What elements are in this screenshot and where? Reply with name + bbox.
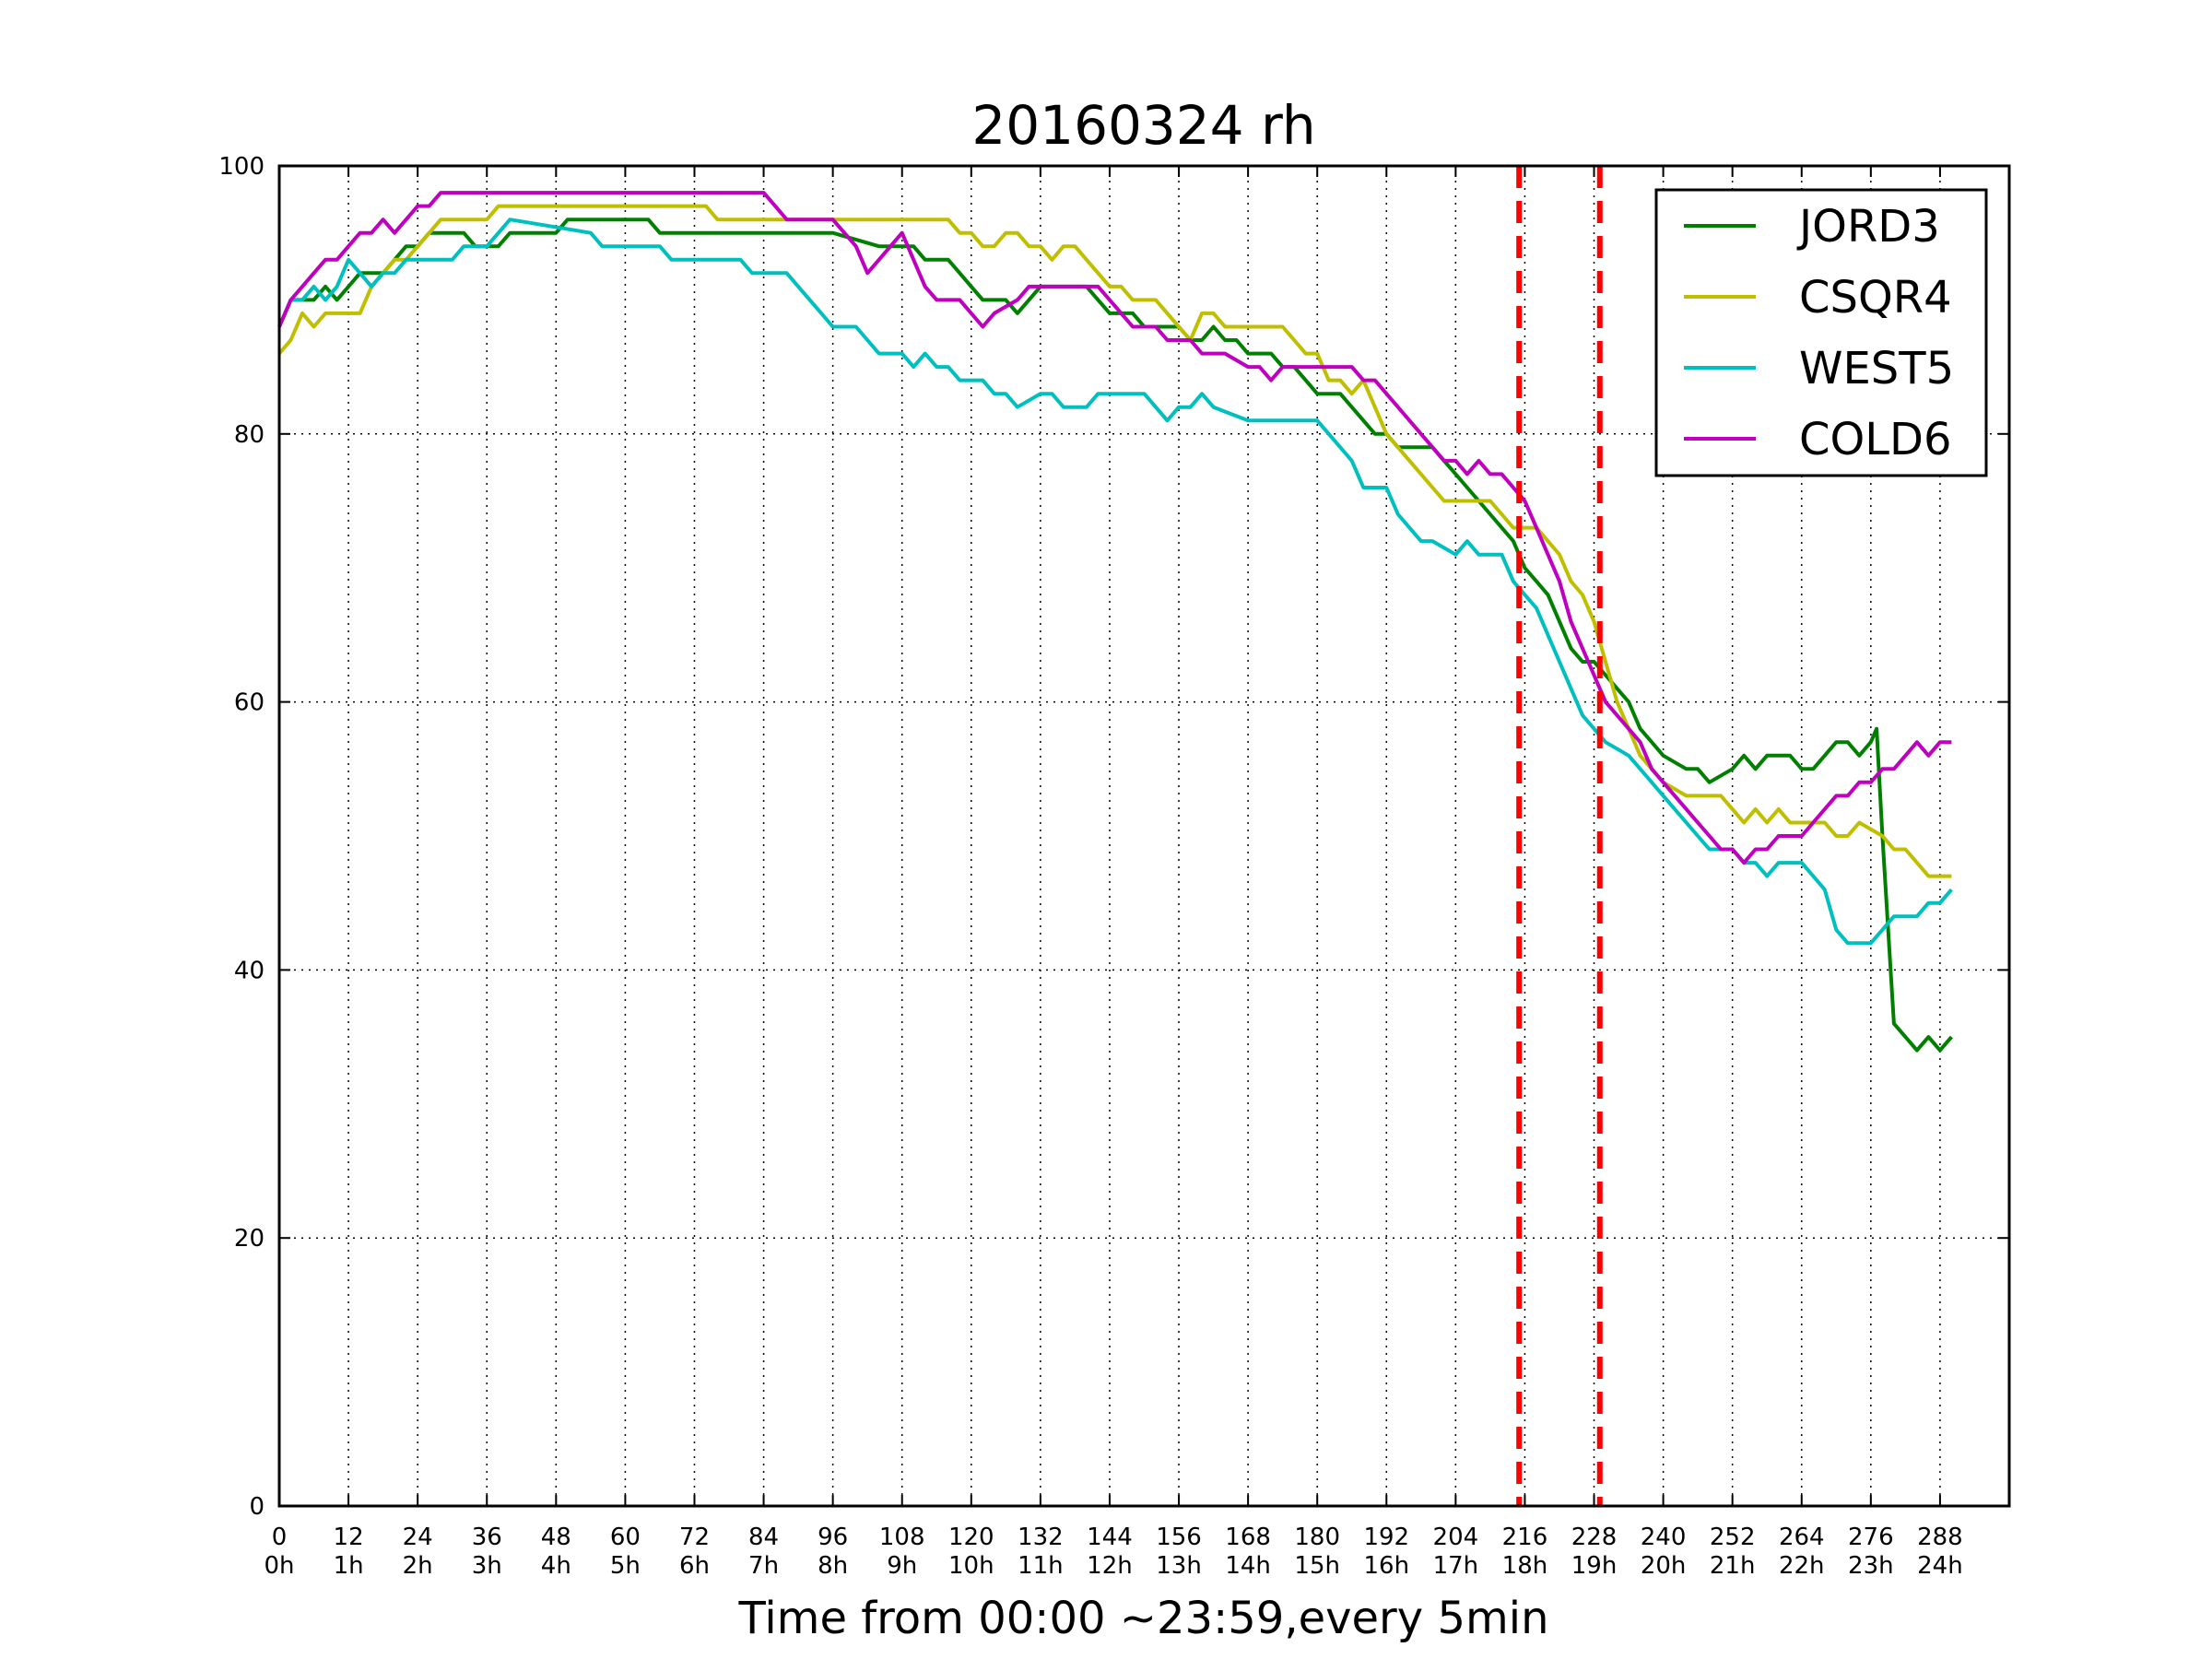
x-tick-label-hour: 4h [541, 1552, 571, 1580]
x-tick-label-hour: 2h [403, 1552, 433, 1580]
x-tick-label: 12 [334, 1524, 364, 1551]
x-tick-label: 24 [403, 1524, 433, 1551]
series-lines [277, 191, 1953, 1053]
legend: JORD3 CSQR4 WEST5 COLD6 [1654, 188, 1988, 477]
x-tick-label: 144 [1087, 1524, 1133, 1551]
y-tick-label: 100 [218, 153, 265, 181]
x-tick-label: 108 [879, 1524, 925, 1551]
chart-title: 20160324 rh [971, 94, 1315, 157]
x-tick-label: 60 [610, 1524, 641, 1551]
x-tick-label-hour: 3h [472, 1552, 502, 1580]
x-tick-label: 48 [541, 1524, 571, 1551]
x-tick-label: 84 [748, 1524, 779, 1551]
x-tick-label: 192 [1363, 1524, 1409, 1551]
y-tick-label: 0 [249, 1493, 265, 1521]
vertical-markers [1516, 166, 1603, 1506]
x-tick-label: 204 [1433, 1524, 1479, 1551]
x-tick-label-hour: 12h [1087, 1552, 1133, 1580]
legend-label-csqr4: CSQR4 [1799, 272, 1952, 324]
plot-frame [277, 164, 2011, 1508]
x-tick-label: 72 [679, 1524, 710, 1551]
x-tick-label-hour: 0h [264, 1552, 294, 1580]
x-tick-label-hour: 24h [1917, 1552, 1963, 1580]
grid [279, 166, 2009, 1506]
x-tick-label-hour: 23h [1848, 1552, 1894, 1580]
x-tick-label: 228 [1571, 1524, 1618, 1551]
x-tick-label-hour: 14h [1225, 1552, 1271, 1580]
x-tick-label-hour: 21h [1710, 1552, 1756, 1580]
x-axis-label: Time from 00:00 ~23:59,every 5min [738, 1593, 1549, 1644]
x-tick-label-hour: 17h [1433, 1552, 1479, 1580]
x-tick-label-hour: 19h [1571, 1552, 1618, 1580]
x-tick-label-hour: 22h [1779, 1552, 1825, 1580]
y-tick-label: 80 [234, 421, 265, 449]
x-tick-label-hour: 11h [1018, 1552, 1064, 1580]
x-tick-label: 264 [1779, 1524, 1825, 1551]
x-tick-label-hour: 10h [948, 1552, 994, 1580]
x-tick-label-hour: 13h [1156, 1552, 1202, 1580]
x-tick-label: 240 [1641, 1524, 1687, 1551]
y-tick-label: 60 [234, 689, 265, 717]
x-tick-label-hour: 9h [887, 1552, 917, 1580]
series-line-cold6 [277, 191, 1952, 865]
x-tick-label: 276 [1848, 1524, 1894, 1551]
x-tick-label: 180 [1294, 1524, 1340, 1551]
x-tick-label: 288 [1917, 1524, 1963, 1551]
legend-label-west5: WEST5 [1799, 343, 1954, 394]
x-tick-label: 252 [1710, 1524, 1756, 1551]
y-axis-ticks: 0 20 40 60 80 100 [218, 153, 2009, 1521]
legend-label-cold6: COLD6 [1799, 414, 1952, 465]
y-tick-label: 20 [234, 1225, 265, 1253]
y-tick-label: 40 [234, 957, 265, 984]
series-line-csqr4 [277, 204, 1952, 878]
x-tick-label-hour: 6h [679, 1552, 710, 1580]
x-tick-label-hour: 7h [748, 1552, 779, 1580]
x-tick-label: 168 [1225, 1524, 1271, 1551]
x-tick-label-hour: 18h [1502, 1552, 1548, 1580]
x-tick-label-hour: 8h [818, 1552, 848, 1580]
x-tick-label: 36 [472, 1524, 502, 1551]
x-tick-label-hour: 5h [610, 1552, 641, 1580]
x-tick-label: 0 [272, 1524, 288, 1551]
legend-box [1654, 188, 1988, 477]
x-tick-label-hour: 20h [1641, 1552, 1687, 1580]
x-tick-label: 156 [1156, 1524, 1202, 1551]
legend-label-jord3: JORD3 [1796, 201, 1940, 253]
x-tick-label-hour: 15h [1294, 1552, 1340, 1580]
x-tick-label-hour: 16h [1363, 1552, 1409, 1580]
x-tick-label: 96 [818, 1524, 848, 1551]
x-tick-label: 132 [1018, 1524, 1064, 1551]
x-tick-label-hour: 1h [334, 1552, 364, 1580]
x-tick-label: 120 [948, 1524, 994, 1551]
x-tick-label: 216 [1502, 1524, 1548, 1551]
